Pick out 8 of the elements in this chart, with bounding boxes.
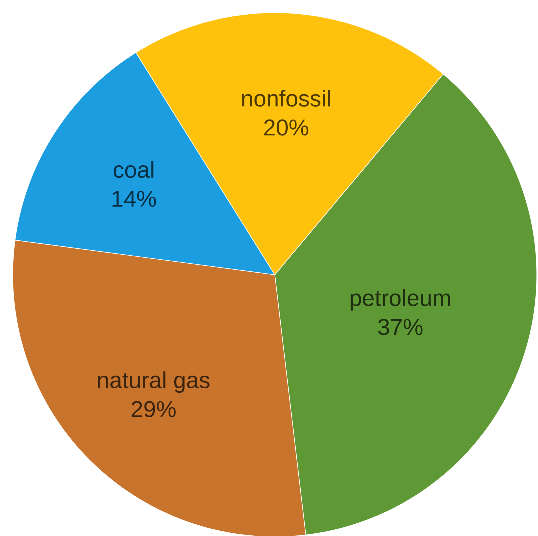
data-label: 29% [132,401,176,418]
slice-label: natural gas [98,372,210,394]
slice-label: nonfossil [242,90,330,107]
slice-label: petroleum [350,289,450,311]
slice-label: coal [114,161,154,178]
data-label: 37% [378,319,423,336]
data-label: 20% [264,120,309,136]
data-label: 14% [112,190,156,208]
